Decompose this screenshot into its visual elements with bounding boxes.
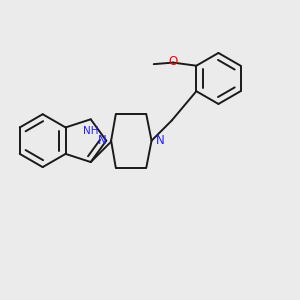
Text: N: N bbox=[98, 134, 107, 147]
Text: O: O bbox=[168, 55, 178, 68]
Text: N: N bbox=[156, 134, 165, 147]
Text: NH: NH bbox=[83, 126, 98, 136]
